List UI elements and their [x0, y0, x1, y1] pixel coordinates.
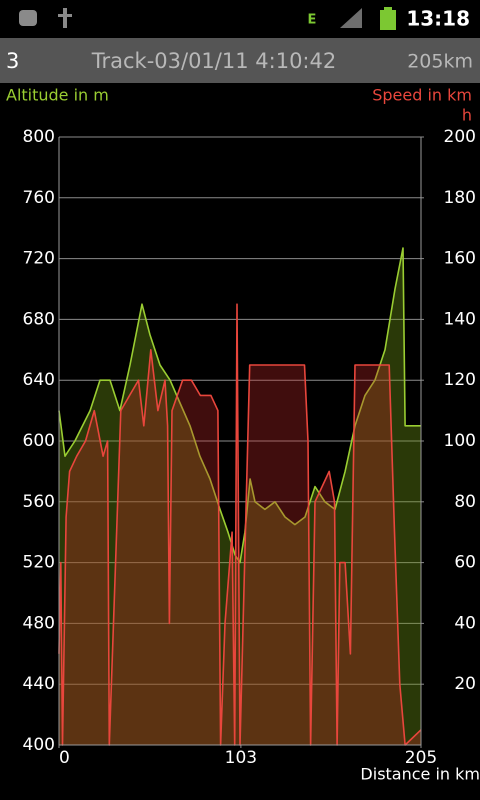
y2-tick-label: 20	[454, 674, 476, 694]
y2-axis-label: h	[462, 106, 472, 125]
track-number: 3	[6, 49, 19, 73]
y2-tick-label: 120	[444, 370, 476, 390]
y2-tick-label: 160	[444, 249, 476, 269]
y2-tick-label: 60	[454, 553, 476, 573]
y2-axis-label: Speed in km	[372, 86, 472, 105]
track-distance: 205km	[407, 51, 473, 73]
y2-tick-label: 100	[444, 431, 476, 451]
clock: 13:18	[406, 7, 470, 31]
y2-tick-label: 40	[454, 613, 476, 633]
y2-tick-label: 140	[444, 309, 476, 329]
y-tick-label: 720	[23, 249, 55, 269]
y-tick-label: 600	[23, 431, 55, 451]
x-tick-label: 205	[405, 748, 437, 768]
y-tick-label: 800	[23, 127, 55, 147]
y-tick-label: 400	[23, 735, 55, 755]
chart: Altitude in m Speed in kmh Distance in km 4…	[6, 86, 480, 784]
x-tick-label: 103	[225, 748, 257, 768]
x-tick-label: 0	[59, 748, 70, 768]
y2-tick-label: 200	[444, 127, 476, 147]
track-title: Track-03/01/11 4:10:42	[91, 49, 336, 73]
y-tick-label: 680	[23, 309, 55, 329]
y-tick-label: 440	[23, 674, 55, 694]
y-tick-label: 640	[23, 370, 55, 390]
y-tick-label: 560	[23, 492, 55, 512]
svg-text:E: E	[308, 13, 317, 28]
y-tick-label: 480	[23, 613, 55, 633]
status-bar	[0, 0, 480, 38]
y-tick-label: 760	[23, 188, 55, 208]
y-axis-label: Altitude in m	[6, 86, 109, 105]
y2-tick-label: 80	[454, 492, 476, 512]
area-fill	[59, 304, 421, 745]
title-bar	[0, 38, 480, 83]
y2-tick-label: 180	[444, 188, 476, 208]
x-axis-label: Distance in km	[360, 765, 480, 784]
y-tick-label: 520	[23, 553, 55, 573]
series-line	[58, 247, 421, 564]
status-icons: E	[19, 7, 396, 30]
